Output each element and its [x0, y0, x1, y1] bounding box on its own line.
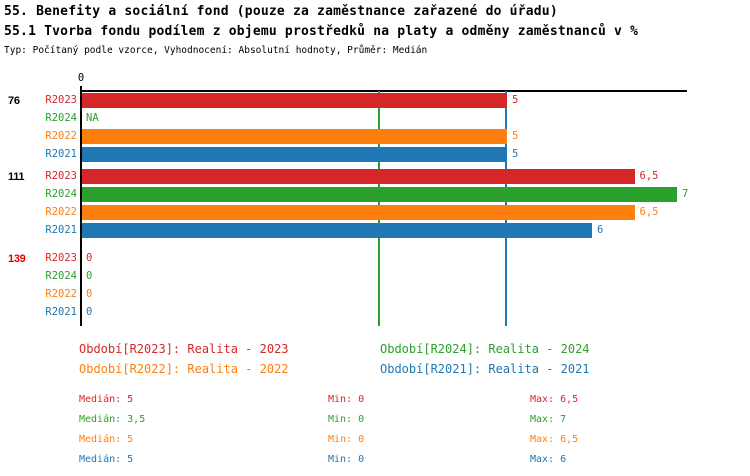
bar-row: 111 R2023 6,5: [0, 169, 750, 184]
stat-median-r2024: Medián: 3,5: [79, 414, 146, 425]
x-axis-tick-label: 0: [77, 72, 85, 84]
series-label: R2023: [45, 94, 77, 106]
value-label: 6,5: [639, 206, 659, 218]
bar-r2021: [82, 147, 507, 162]
bar-row: R2022 0: [0, 287, 750, 302]
value-label: NA: [86, 112, 99, 124]
x-axis-line: [81, 90, 687, 92]
bar-r2021: [82, 223, 592, 238]
bar-row: R2024 0: [0, 269, 750, 284]
report-meta: Typ: Počítaný podle vzorce, Vyhodnocení:…: [4, 45, 428, 56]
stat-median-r2022: Medián: 5: [79, 434, 134, 445]
bar-row: 76 R2023 5: [0, 93, 750, 108]
report-subtitle: 55.1 Tvorba fondu podílem z objemu prost…: [4, 24, 639, 39]
series-label: R2024: [45, 112, 77, 124]
bar-r2023: [82, 93, 507, 108]
series-label: R2022: [45, 130, 77, 142]
bar-r2022: [82, 129, 507, 144]
stat-max-r2022: Max: 6,5: [530, 434, 579, 445]
value-label: 6: [597, 224, 604, 236]
bar-r2024: [82, 187, 677, 202]
bar-row: R2021 5: [0, 147, 750, 162]
series-label: R2022: [45, 288, 77, 300]
value-label: 0: [86, 306, 93, 318]
bar-row: 139 R2023 0: [0, 251, 750, 266]
group-label: 111: [8, 171, 25, 183]
series-label: R2023: [45, 170, 77, 182]
series-label: R2021: [45, 306, 77, 318]
stat-min-r2024: Min: 0: [328, 414, 365, 425]
series-label: R2021: [45, 224, 77, 236]
stat-max-r2023: Max: 6,5: [530, 394, 579, 405]
y-axis-line: [80, 86, 82, 326]
value-label: 0: [86, 270, 93, 282]
stat-max-r2024: Max: 7: [530, 414, 567, 425]
legend-item-r2022: Období[R2022]: Realita - 2022: [79, 362, 289, 376]
series-label: R2021: [45, 148, 77, 160]
report-title: 55. Benefity a sociální fond (pouze za z…: [4, 4, 558, 19]
bar-row: R2024 NA: [0, 111, 750, 126]
series-label: R2022: [45, 206, 77, 218]
bar-row: R2021 6: [0, 223, 750, 238]
stat-min-r2023: Min: 0: [328, 394, 365, 405]
stat-median-r2023: Medián: 5: [79, 394, 134, 405]
value-label: 5: [512, 148, 519, 160]
series-label: R2024: [45, 270, 77, 282]
bar-r2023: [82, 169, 635, 184]
group-label: 76: [8, 95, 20, 107]
bar-row: R2024 7: [0, 187, 750, 202]
series-label: R2023: [45, 252, 77, 264]
bar-r2022: [82, 205, 635, 220]
value-label: 5: [512, 130, 519, 142]
legend-item-r2021: Období[R2021]: Realita - 2021: [380, 362, 590, 376]
value-label: 6,5: [639, 170, 659, 182]
bar-row: R2021 0: [0, 305, 750, 320]
value-label: 5: [512, 94, 519, 106]
stat-max-r2021: Max: 6: [530, 454, 567, 465]
value-label: 0: [86, 288, 93, 300]
stat-median-r2021: Medián: 5: [79, 454, 134, 465]
value-label: 7: [682, 188, 689, 200]
legend-item-r2024: Období[R2024]: Realita - 2024: [380, 342, 590, 356]
value-label: 0: [86, 252, 93, 264]
stat-min-r2022: Min: 0: [328, 434, 365, 445]
bar-chart: 0 76 R2023 5 R2024 NA R2022 5 R2021 5 111 R2023 6,5…: [0, 70, 750, 336]
bar-row: R2022 5: [0, 129, 750, 144]
legend-item-r2023: Období[R2023]: Realita - 2023: [79, 342, 289, 356]
bar-row: R2022 6,5: [0, 205, 750, 220]
series-label: R2024: [45, 188, 77, 200]
group-label: 139: [8, 253, 26, 265]
stat-min-r2021: Min: 0: [328, 454, 365, 465]
